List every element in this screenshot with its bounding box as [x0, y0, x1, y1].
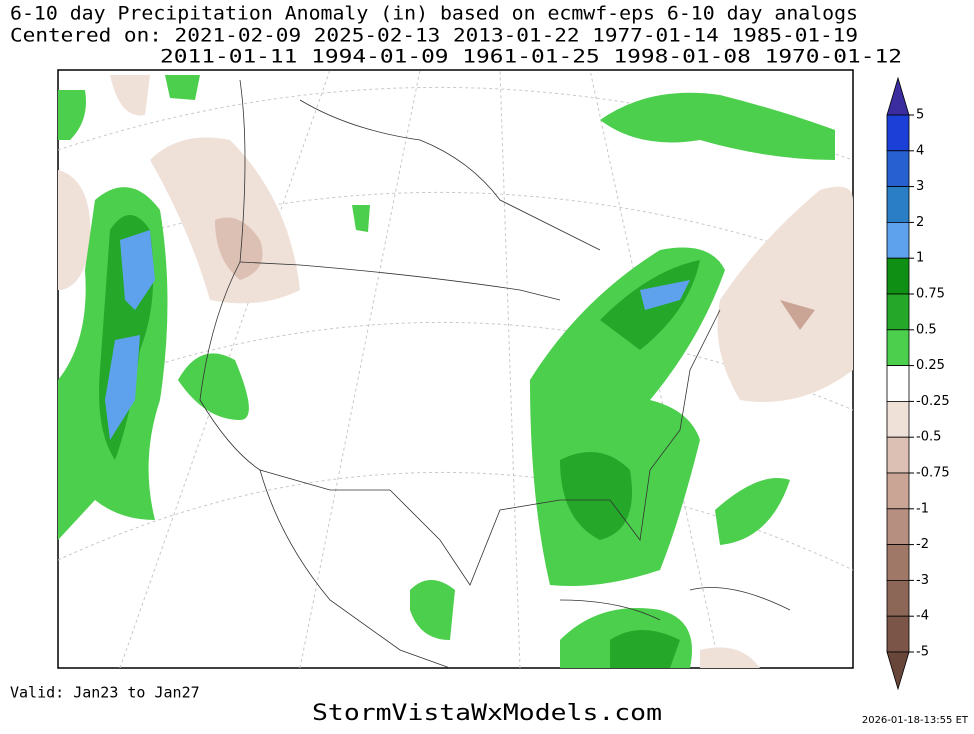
colorbar-swatch	[886, 580, 910, 617]
colorbar-swatch	[886, 150, 910, 188]
colorbar-swatch	[886, 365, 910, 402]
colorbar-swatch	[886, 293, 910, 331]
valid-text: Valid: Jan23 to Jan27	[10, 684, 200, 702]
colorbar-label: -5	[916, 645, 929, 660]
colorbar-arrow	[886, 76, 910, 116]
colorbar-label: -1	[916, 501, 929, 516]
title-line: 2011-01-11 1994-01-09 1961-01-25 1998-01…	[160, 46, 902, 68]
colorbar-label: 2	[916, 215, 924, 230]
colorbar-swatch	[886, 544, 910, 581]
colorbar: 5 4 3 2 1 0.75 0.5 0.25 -0.25 -0.5 -0.75 -1 -2 -3 -4 -5	[886, 76, 950, 691]
title-line: Centered on: 2021-02-09 2025-02-13 2013-…	[10, 25, 858, 47]
map	[57, 69, 854, 669]
colorbar-label: 5	[916, 108, 924, 123]
colorbar-swatch	[886, 615, 910, 653]
colorbar-label: 1	[916, 251, 924, 266]
colorbar-label: 3	[916, 179, 924, 194]
borders	[199, 79, 791, 668]
colorbar-label: 0.25	[916, 358, 945, 373]
colorbar-swatch	[886, 257, 910, 295]
colorbar-swatch	[886, 400, 910, 438]
colorbar-arrow	[886, 651, 910, 691]
colorbar-label: 4	[916, 143, 924, 158]
brown-anomalies	[58, 75, 853, 668]
colorbar-label: 0.5	[916, 322, 937, 337]
colorbar-swatch	[886, 114, 910, 152]
colorbar-swatch	[886, 436, 910, 474]
colorbar-label: -0.75	[916, 466, 950, 481]
colorbar-label: -2	[916, 537, 929, 552]
colorbar-swatch	[886, 186, 910, 223]
colorbar-label: -0.25	[916, 394, 950, 409]
colorbar-swatch	[886, 329, 910, 366]
colorbar-label: -3	[916, 573, 929, 588]
colorbar-swatch	[886, 221, 910, 259]
colorbar-swatch	[886, 472, 910, 510]
colorbar-swatch	[886, 508, 910, 545]
site-name: StormVistaWxModels.com	[312, 701, 662, 726]
colorbar-label: -4	[916, 609, 929, 624]
green-anomalies	[58, 75, 835, 668]
colorbar-label: -0.5	[916, 430, 941, 445]
timestamp: 2026-01-18-13:55 ET	[862, 715, 969, 726]
colorbar-label: 0.75	[916, 287, 945, 302]
title-line: 6-10 day Precipitation Anomaly (in) base…	[10, 3, 858, 25]
